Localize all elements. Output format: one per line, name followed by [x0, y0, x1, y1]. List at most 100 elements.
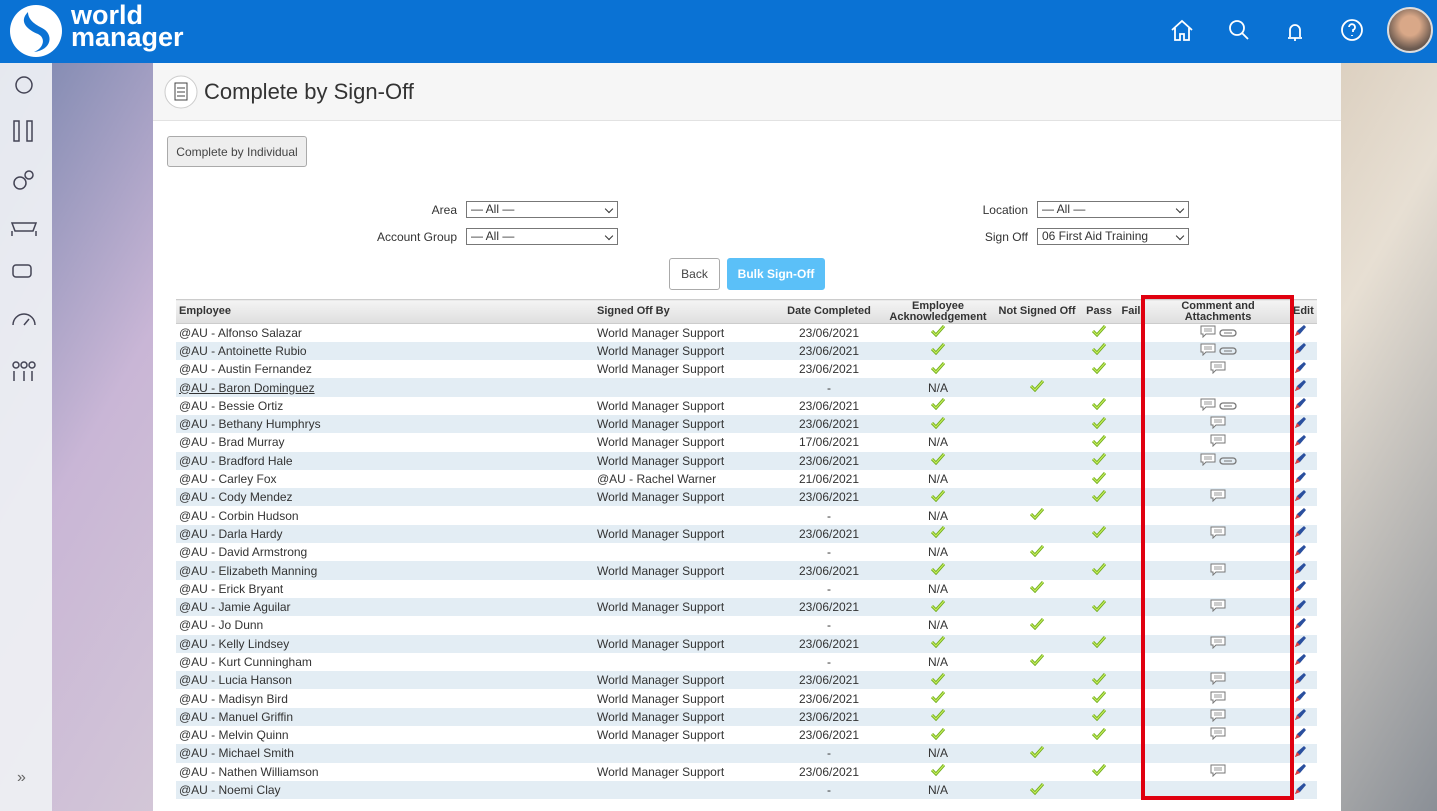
comment-icon[interactable]	[1210, 563, 1226, 579]
complete-by-individual[interactable]: Complete by Individual	[167, 136, 307, 167]
signed-off-by-text: World Manager Support	[597, 362, 725, 377]
signed-off-by-text: @AU - Rachel Warner	[597, 472, 717, 487]
comment-icon[interactable]	[1210, 489, 1226, 505]
bulk-sign-off-button[interactable]: Bulk Sign-Off	[727, 258, 825, 290]
edit[interactable]	[1290, 780, 1317, 800]
edit[interactable]	[1290, 707, 1317, 727]
edit[interactable]	[1290, 616, 1317, 634]
comment-icon[interactable]	[1210, 526, 1226, 542]
filter-label: Account Group	[376, 230, 457, 244]
acknowledgement-text: N/A	[927, 380, 948, 395]
employee-text[interactable]: @AU - Baron Dominguez	[179, 380, 315, 395]
comment-icon[interactable]	[1210, 434, 1226, 450]
sidebar-icons[interactable]	[0, 63, 52, 393]
not-signed-off	[992, 524, 1082, 544]
edit[interactable]	[1290, 543, 1317, 561]
comment-icon[interactable]	[1210, 672, 1226, 688]
comment-icon[interactable]	[1200, 398, 1216, 414]
comment-icon[interactable]	[1210, 599, 1226, 615]
pass	[1082, 360, 1116, 378]
comment-icon[interactable]	[1200, 325, 1216, 341]
comment-icon[interactable]	[1200, 453, 1216, 469]
edit[interactable]	[1290, 726, 1317, 744]
back-button[interactable]: Back	[669, 258, 720, 290]
pass-icon	[1091, 416, 1107, 432]
edit[interactable]	[1290, 744, 1317, 763]
edit[interactable]	[1290, 597, 1317, 617]
comment-icon[interactable]	[1210, 764, 1226, 780]
not-signed-off	[992, 397, 1082, 415]
area-select[interactable]: — All —	[466, 201, 618, 218]
comment-icon[interactable]	[1210, 636, 1226, 652]
edit[interactable]	[1290, 488, 1317, 507]
acknowledgement	[884, 561, 992, 580]
edit[interactable]	[1290, 470, 1317, 488]
edit[interactable]	[1290, 414, 1317, 434]
employee: @AU - Melvin Quinn	[176, 726, 594, 744]
comment-icon[interactable]	[1210, 361, 1226, 377]
table-row: @AU - Bethany Humphrys World Manager Supp…	[176, 414, 1317, 434]
edit[interactable]	[1290, 433, 1317, 451]
not-signed-off-icon	[1029, 745, 1045, 761]
table-row: @AU - Erick Bryant - N/A	[176, 580, 1317, 598]
edit[interactable]	[1290, 763, 1317, 781]
acknowledgement	[884, 341, 992, 361]
attachment-icon[interactable]	[1218, 400, 1237, 414]
acknowledgement-text: N/A	[927, 581, 948, 596]
not-signed-off	[992, 561, 1082, 580]
fail	[1116, 414, 1146, 434]
pass	[1082, 707, 1116, 727]
acknowledgement	[884, 689, 992, 707]
attachment-icon[interactable]	[1218, 345, 1237, 359]
not-signed-off-icon	[1029, 508, 1045, 523]
date-completed-text: -	[827, 545, 831, 560]
edit[interactable]	[1290, 506, 1317, 524]
edit[interactable]	[1290, 397, 1317, 415]
date-completed: 23/06/2021	[774, 671, 884, 690]
date-completed: -	[774, 378, 884, 397]
attachment-icon[interactable]	[1218, 455, 1237, 469]
comment-icon[interactable]	[1210, 416, 1226, 432]
employee: @AU - Alfonso Salazar	[176, 324, 594, 342]
employee-text: @AU - Nathen Williamson	[179, 764, 319, 779]
nav-icons[interactable]	[1170, 18, 1370, 44]
edit[interactable]	[1290, 524, 1317, 544]
edit[interactable]	[1290, 451, 1317, 470]
comment-icon[interactable]	[1210, 691, 1226, 707]
account-group-select[interactable]: — All —	[466, 228, 618, 245]
attachment-icon[interactable]	[1218, 327, 1237, 341]
date-completed: -	[774, 780, 884, 800]
comment-attachments	[1146, 780, 1290, 800]
table-row: @AU - Jamie Aguilar World Manager Support…	[176, 597, 1317, 617]
edit[interactable]	[1290, 378, 1317, 397]
comment-icon[interactable]	[1210, 727, 1226, 743]
table-row: @AU - Antoinette Rubio World Manager Supp…	[176, 341, 1317, 361]
sign-off-select[interactable]: 06 First Aid Training	[1037, 228, 1189, 245]
comment-icon[interactable]	[1210, 709, 1226, 725]
not-signed-off	[992, 378, 1082, 397]
acknowledgement: N/A	[884, 580, 992, 598]
acknowledgement-text: N/A	[927, 472, 948, 487]
not-signed-off	[992, 580, 1082, 598]
employee-text: @AU - Cody Mendez	[179, 490, 293, 505]
acknowledgement	[884, 488, 992, 507]
edit[interactable]	[1290, 360, 1317, 378]
edit[interactable]	[1290, 671, 1317, 690]
date-completed-text: 21/06/2021	[798, 472, 860, 487]
expand[interactable]: »	[17, 769, 26, 786]
pass	[1082, 763, 1116, 781]
signed-off-by	[594, 580, 774, 598]
not-signed-off	[992, 451, 1082, 470]
edit[interactable]	[1290, 689, 1317, 707]
edit[interactable]	[1290, 634, 1317, 653]
employee-text: @AU - Antoinette Rubio	[179, 343, 307, 358]
date-completed: 23/06/2021	[774, 360, 884, 378]
edit[interactable]	[1290, 580, 1317, 598]
edit[interactable]	[1290, 653, 1317, 671]
avatar[interactable]	[1387, 7, 1433, 53]
edit[interactable]	[1290, 324, 1317, 342]
location-select[interactable]: — All —	[1037, 201, 1189, 218]
edit[interactable]	[1290, 561, 1317, 580]
edit[interactable]	[1290, 341, 1317, 361]
comment-icon[interactable]	[1200, 343, 1216, 359]
